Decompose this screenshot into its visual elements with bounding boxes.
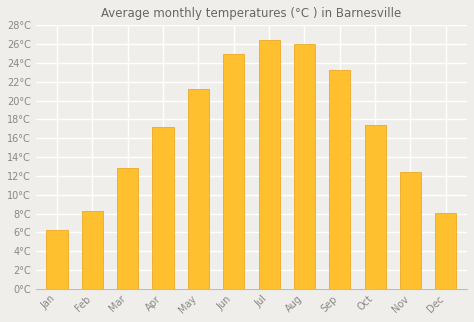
Bar xyxy=(188,89,209,289)
Bar xyxy=(258,40,280,289)
Bar xyxy=(435,213,456,289)
Bar xyxy=(153,127,173,289)
Bar xyxy=(329,71,350,289)
Bar xyxy=(400,172,421,289)
Bar xyxy=(117,168,138,289)
Bar xyxy=(82,211,103,289)
Bar xyxy=(294,44,315,289)
Title: Average monthly temperatures (°C ) in Barnesville: Average monthly temperatures (°C ) in Ba… xyxy=(101,7,401,20)
Bar xyxy=(365,125,386,289)
Bar xyxy=(46,230,68,289)
Bar xyxy=(223,54,245,289)
